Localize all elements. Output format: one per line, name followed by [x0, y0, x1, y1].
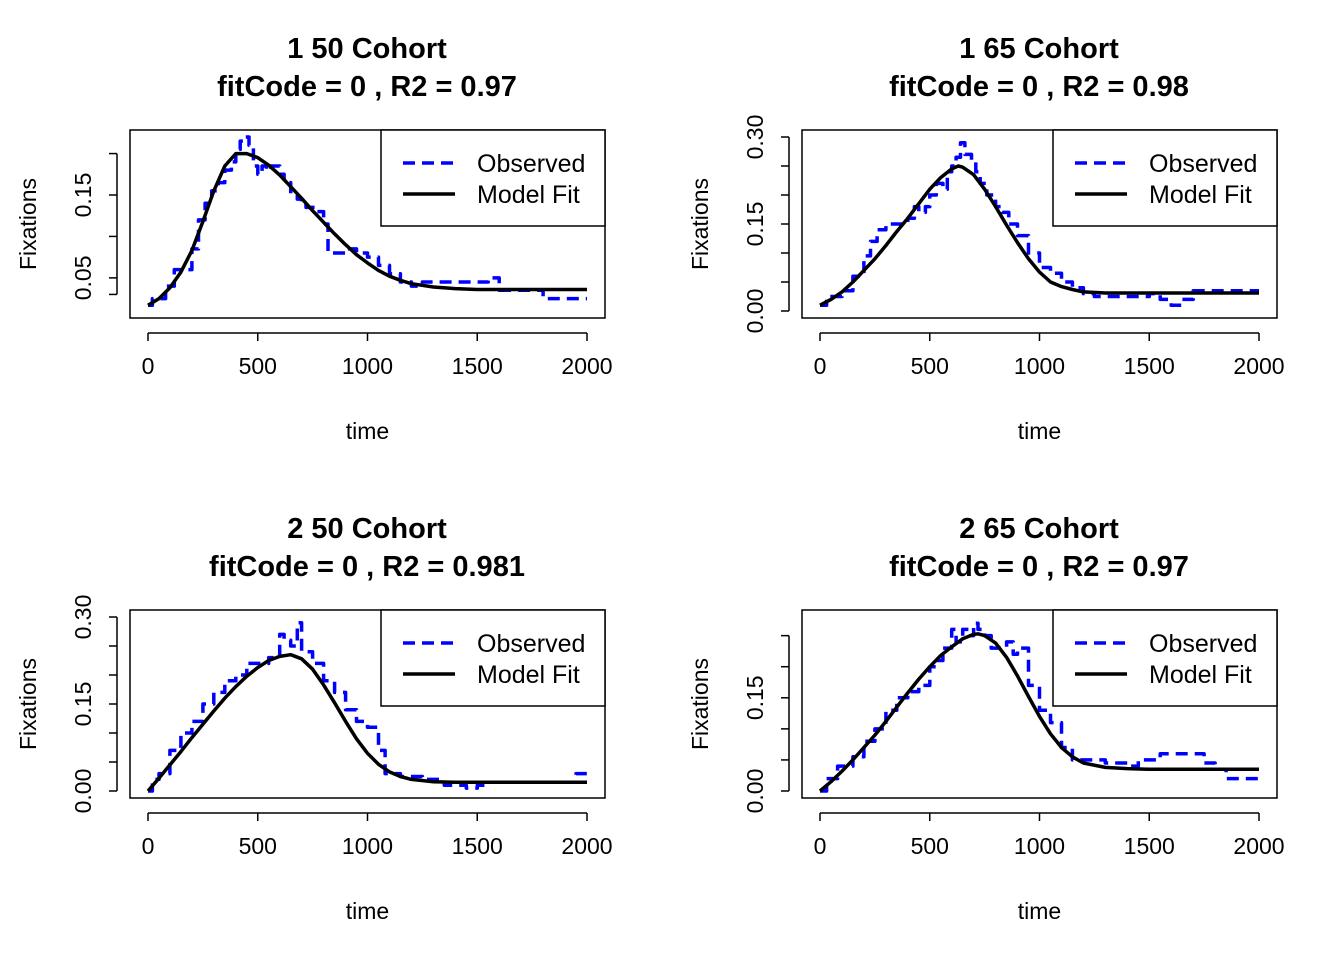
y-tick-label: 0.00: [742, 289, 768, 334]
legend-label: Model Fit: [1149, 661, 1252, 689]
x-tick-label: 500: [239, 353, 277, 379]
x-tick-label: 1000: [1014, 353, 1065, 379]
series-model-fit-line: [147, 151, 587, 307]
chart-panel-2: 1 65 Cohort fitCode = 0 , R2 = 0.98 0 500 10…: [687, 33, 1285, 444]
x-axis-label: time: [1018, 418, 1061, 444]
legend-label: Observed: [477, 150, 585, 178]
x-tick-label: 1000: [342, 833, 393, 859]
y-axis-label: Fixations: [687, 178, 713, 270]
y-tick-label: 0.00: [70, 769, 96, 814]
series-model-fit-line: [146, 652, 587, 793]
x-tick-label: 0: [814, 353, 827, 379]
y-tick-label: 0.15: [742, 202, 768, 247]
x-tick-label: 500: [911, 833, 949, 859]
x-tick-label: 1000: [342, 353, 393, 379]
y-tick-label: 0.15: [742, 675, 768, 720]
x-axis-label: time: [346, 898, 389, 924]
chart-subtitle: fitCode = 0 , R2 = 0.97: [217, 71, 517, 103]
legend-box: [1052, 609, 1278, 707]
x-tick-label: 1000: [1014, 833, 1065, 859]
y-tick-label: 0.05: [70, 255, 96, 300]
chart-title: 1 50 Cohort: [287, 33, 447, 65]
x-tick-label: 500: [911, 353, 949, 379]
legend-box: [1052, 129, 1278, 227]
y-tick-label: 0.30: [742, 115, 768, 160]
chart-subtitle: fitCode = 0 , R2 = 0.98: [889, 71, 1189, 103]
x-tick-label: 2000: [561, 833, 612, 859]
legend-label: Model Fit: [477, 181, 580, 209]
chart-panel-3: 2 50 Cohort fitCode = 0 , R2 = 0.981 0 500 1…: [15, 513, 613, 924]
y-tick-label: 0.30: [70, 595, 96, 640]
legend-label: Observed: [477, 630, 585, 658]
legend-label: Model Fit: [477, 661, 580, 689]
x-tick-label: 0: [142, 353, 155, 379]
legend-label: Model Fit: [1149, 181, 1252, 209]
x-axis-label: time: [1018, 898, 1061, 924]
y-tick-label: 0.00: [742, 769, 768, 814]
x-tick-label: 1500: [1124, 353, 1175, 379]
chart-title: 2 50 Cohort: [287, 513, 447, 545]
x-tick-label: 1500: [1124, 833, 1175, 859]
y-tick-label: 0.15: [70, 173, 96, 218]
legend-box: [380, 609, 606, 707]
series-observed-line: [148, 621, 587, 793]
x-tick-label: 1500: [452, 833, 503, 859]
y-axis-label: Fixations: [15, 658, 41, 750]
series-model-fit-line: [819, 164, 1259, 307]
chart-title: 1 65 Cohort: [959, 33, 1119, 65]
y-axis-label: Fixations: [15, 178, 41, 270]
x-axis-label: time: [346, 418, 389, 444]
x-tick-label: 500: [239, 833, 277, 859]
x-tick-label: 2000: [561, 353, 612, 379]
chart-panel-1: 1 50 Cohort fitCode = 0 , R2 = 0.97 0 500 10…: [15, 33, 613, 444]
chart-subtitle: fitCode = 0 , R2 = 0.97: [889, 551, 1189, 583]
legend-label: Observed: [1149, 630, 1257, 658]
chart-title: 2 65 Cohort: [959, 513, 1119, 545]
x-tick-label: 0: [814, 833, 827, 859]
x-tick-label: 1500: [452, 353, 503, 379]
y-tick-label: 0.15: [70, 682, 96, 727]
series-model-fit-line: [818, 632, 1259, 793]
x-tick-label: 0: [142, 833, 155, 859]
x-tick-label: 2000: [1233, 353, 1284, 379]
chart-subtitle: fitCode = 0 , R2 = 0.981: [209, 551, 525, 583]
chart-panel-4: 2 65 Cohort fitCode = 0 , R2 = 0.97 0 500 10…: [687, 513, 1285, 924]
x-tick-label: 2000: [1233, 833, 1284, 859]
legend-box: [380, 129, 606, 227]
legend-label: Observed: [1149, 150, 1257, 178]
y-axis-label: Fixations: [687, 658, 713, 750]
